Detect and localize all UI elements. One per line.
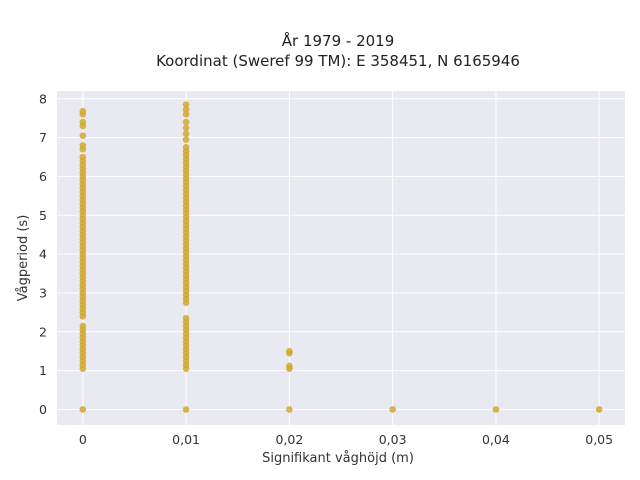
y-tick-label: 1 xyxy=(39,363,47,378)
data-point xyxy=(286,406,293,413)
data-point xyxy=(182,136,190,143)
data-point xyxy=(286,347,293,355)
data-point xyxy=(182,406,190,413)
y-tick-labels: 0 1 2 3 4 5 6 7 8 xyxy=(39,91,47,417)
data-point xyxy=(79,107,87,115)
x-tick-label: 0,04 xyxy=(482,432,510,447)
x-tick-label: 0,02 xyxy=(275,432,303,447)
data-point xyxy=(79,406,87,413)
data-point xyxy=(182,144,190,151)
data-point xyxy=(492,406,500,413)
data-point xyxy=(595,406,603,413)
data-point xyxy=(79,322,87,330)
data-point xyxy=(182,106,190,113)
y-tick-label: 3 xyxy=(39,285,47,300)
plot-area xyxy=(57,91,625,425)
y-tick-label: 8 xyxy=(39,91,47,106)
x-axis-label: Signifikant våghöjd (m) xyxy=(262,451,414,466)
data-point xyxy=(182,101,190,108)
chart-title-line-1: År 1979 - 2019 xyxy=(282,31,395,50)
points-layer xyxy=(79,101,603,413)
data-point xyxy=(182,130,190,138)
x-tick-label: 0,03 xyxy=(379,432,407,447)
x-tick-label: 0 xyxy=(79,432,87,447)
y-tick-label: 4 xyxy=(39,247,47,262)
y-tick-label: 5 xyxy=(39,208,47,223)
y-tick-label: 2 xyxy=(39,324,47,339)
y-tick-label: 7 xyxy=(39,130,47,145)
data-point xyxy=(79,142,87,149)
y-tick-label: 6 xyxy=(39,169,47,184)
x-tick-label: 0,01 xyxy=(172,432,200,447)
data-point xyxy=(182,118,190,126)
grid-layer xyxy=(57,91,625,425)
data-point xyxy=(182,111,190,118)
data-point xyxy=(79,132,87,139)
chart-title-line-2: Koordinat (Sweref 99 TM): E 358451, N 61… xyxy=(156,52,520,70)
data-point xyxy=(389,406,396,413)
data-point xyxy=(182,124,190,132)
x-tick-labels: 0 0,01 0,02 0,03 0,04 0,05 xyxy=(79,432,613,447)
x-tick-label: 0,05 xyxy=(585,432,613,447)
data-point xyxy=(79,153,87,161)
data-point xyxy=(286,362,293,370)
y-axis-label: Vågperiod (s) xyxy=(16,215,31,302)
y-tick-label: 0 xyxy=(39,402,47,417)
data-point xyxy=(79,118,87,126)
data-point xyxy=(182,314,190,322)
